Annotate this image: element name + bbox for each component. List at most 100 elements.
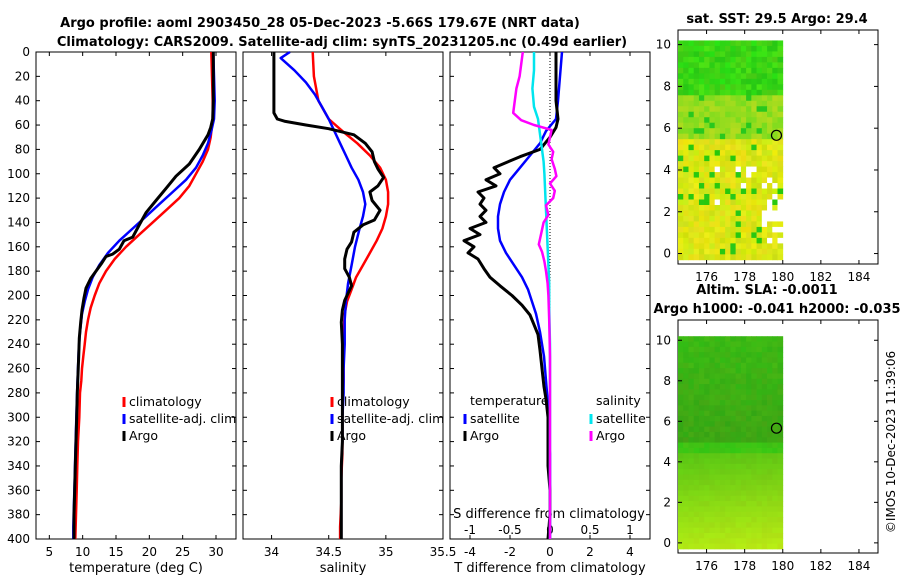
map-cell bbox=[688, 469, 695, 475]
map-cell bbox=[746, 490, 752, 497]
map-cell bbox=[767, 232, 773, 239]
map-cell bbox=[678, 106, 684, 113]
map-cell bbox=[678, 150, 684, 157]
map-cell bbox=[698, 204, 705, 211]
map-cell bbox=[725, 106, 731, 113]
map-cell bbox=[746, 122, 752, 129]
map-cell bbox=[772, 161, 778, 167]
map-cell bbox=[761, 177, 768, 184]
map-cell bbox=[730, 479, 737, 486]
map-y-tick-label: 10 bbox=[656, 38, 671, 52]
legend-label: Argo bbox=[596, 428, 625, 443]
map-cell bbox=[725, 111, 731, 118]
map-cell bbox=[746, 341, 752, 348]
map-cell bbox=[704, 40, 710, 47]
map-cell bbox=[767, 133, 773, 140]
map-cell bbox=[698, 144, 705, 151]
map-cell bbox=[761, 378, 768, 385]
map-cell bbox=[719, 352, 726, 358]
map-cell bbox=[714, 368, 721, 374]
map-cell bbox=[777, 95, 784, 102]
map-cell bbox=[688, 447, 695, 454]
map-cell bbox=[719, 373, 726, 380]
map-cell bbox=[767, 362, 773, 369]
map-cell bbox=[767, 389, 773, 396]
map-cell bbox=[761, 183, 768, 189]
map-cell bbox=[688, 511, 695, 518]
map-cell bbox=[730, 111, 737, 118]
map-cell bbox=[746, 183, 752, 189]
map-cell bbox=[735, 538, 742, 545]
map-cell bbox=[746, 243, 752, 250]
map-cell bbox=[688, 394, 695, 401]
map-cell bbox=[751, 204, 757, 211]
map-cell bbox=[725, 442, 731, 449]
map-cell bbox=[709, 378, 716, 385]
map-cell bbox=[693, 128, 700, 135]
map-cell bbox=[746, 437, 752, 443]
map-cell bbox=[704, 485, 710, 491]
map-cell bbox=[719, 204, 726, 211]
map-cell bbox=[709, 45, 716, 52]
map-cell bbox=[767, 341, 773, 348]
map-cell bbox=[761, 479, 768, 486]
map-cell bbox=[756, 437, 763, 443]
map-cell bbox=[777, 426, 784, 433]
map-cell bbox=[683, 78, 689, 85]
map-cell bbox=[698, 517, 705, 523]
map-cell bbox=[735, 426, 742, 433]
map-cell bbox=[767, 95, 773, 102]
map-cell bbox=[688, 232, 695, 239]
map-cell bbox=[751, 117, 757, 124]
map-cell bbox=[756, 139, 763, 146]
map-cell bbox=[756, 431, 763, 438]
map-cell bbox=[761, 538, 768, 545]
map-cell bbox=[740, 56, 747, 63]
map-cell bbox=[688, 373, 695, 380]
map-cell bbox=[761, 511, 768, 518]
map-cell bbox=[777, 40, 784, 47]
map-cell bbox=[746, 248, 752, 255]
map-cell bbox=[740, 183, 747, 189]
map-cell bbox=[772, 341, 778, 348]
map-cell bbox=[751, 210, 757, 217]
depth-tick-label: 220 bbox=[7, 313, 30, 327]
map-cell bbox=[746, 368, 752, 374]
map-cell bbox=[683, 177, 689, 184]
map-cell bbox=[740, 172, 747, 178]
map-cell bbox=[756, 389, 763, 396]
map-cell bbox=[772, 194, 778, 200]
map-cell bbox=[772, 122, 778, 129]
map-cell bbox=[772, 378, 778, 385]
map-cell bbox=[725, 237, 731, 244]
map-cell bbox=[688, 410, 695, 417]
map-cell bbox=[772, 237, 778, 244]
map-cell bbox=[709, 437, 716, 443]
map-cell bbox=[678, 56, 684, 63]
map-cell bbox=[730, 254, 737, 261]
map-cell bbox=[751, 221, 757, 228]
map-cell bbox=[756, 221, 763, 228]
map-cell bbox=[772, 453, 778, 459]
map-cell bbox=[693, 73, 700, 80]
map-cell bbox=[693, 100, 700, 107]
map-cell bbox=[756, 215, 763, 222]
map-cell bbox=[709, 117, 716, 124]
map-cell bbox=[777, 111, 784, 118]
map-cell bbox=[772, 177, 778, 184]
map-cell bbox=[746, 95, 752, 102]
map-cell bbox=[740, 67, 747, 74]
map-cell bbox=[767, 45, 773, 52]
map-cell bbox=[704, 341, 710, 348]
map-cell bbox=[751, 485, 757, 491]
map-cell bbox=[678, 421, 684, 428]
map-cell bbox=[751, 346, 757, 353]
map-cell bbox=[719, 368, 726, 374]
map-cell bbox=[756, 232, 763, 239]
map-cell bbox=[688, 166, 695, 173]
map-cell bbox=[678, 243, 684, 250]
map-cell bbox=[761, 346, 768, 353]
map-cell bbox=[772, 437, 778, 443]
map-cell bbox=[725, 511, 731, 518]
